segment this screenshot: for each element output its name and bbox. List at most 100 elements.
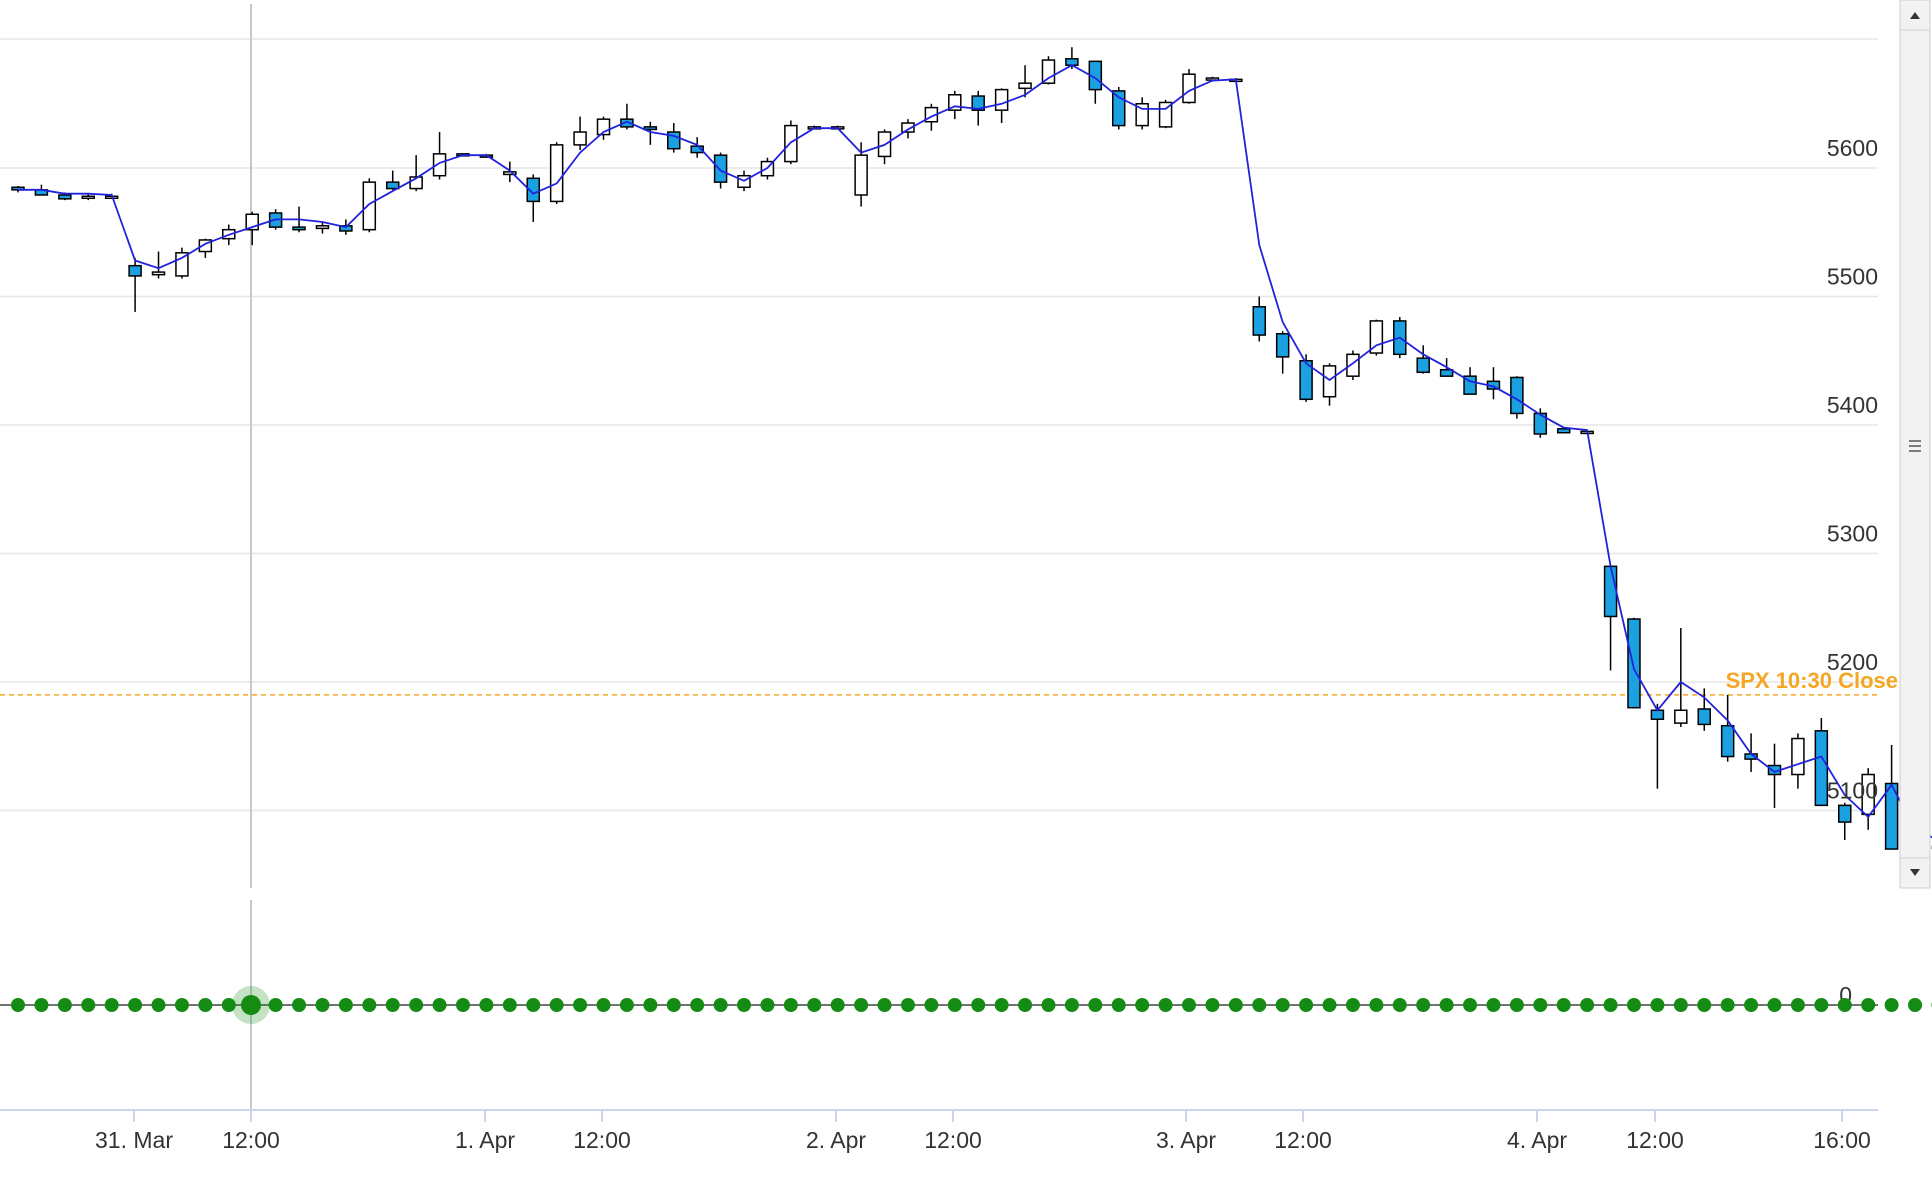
indicator-dot	[1837, 998, 1852, 1012]
indicator-dot	[1299, 998, 1314, 1012]
scroll-down-arrow-icon	[1910, 869, 1920, 876]
indicator-dot	[1556, 998, 1571, 1012]
candle-body	[1627, 618, 1641, 709]
candle	[1158, 99, 1173, 129]
candle	[620, 103, 634, 130]
indicator-dot	[947, 998, 962, 1012]
candle	[1627, 617, 1641, 709]
indicator-dot	[573, 998, 588, 1012]
indicator-dot	[362, 998, 377, 1012]
candle	[1838, 802, 1852, 841]
indicator-dot	[198, 998, 213, 1012]
candle	[362, 178, 377, 233]
indicator-dot	[760, 998, 775, 1012]
indicator-dot	[1814, 998, 1829, 1012]
indicator-dot	[11, 998, 25, 1012]
indicator-dot	[1369, 998, 1384, 1012]
candle-body	[1533, 412, 1548, 435]
candle	[1814, 717, 1829, 807]
candle	[1861, 768, 1875, 830]
candle	[1884, 744, 1899, 850]
indicator-dot	[479, 998, 494, 1012]
candle	[573, 116, 587, 151]
indicator-panel: 0	[0, 982, 1932, 1024]
candle	[151, 251, 166, 279]
candle	[1791, 733, 1805, 789]
x-tick-label: 31. Mar	[95, 1127, 173, 1153]
indicator-dot	[1884, 998, 1899, 1012]
indicator-dot	[1908, 998, 1923, 1012]
indicator-dot	[1345, 998, 1360, 1012]
candle	[81, 193, 96, 201]
x-axis: 31. Mar 12:00 1. Apr 12:00 2. Apr 12:00 3. Apr…	[95, 1110, 1871, 1153]
indicator-dot	[1603, 998, 1618, 1012]
candle-body	[339, 225, 353, 232]
candle	[1674, 628, 1688, 727]
candle-body	[315, 225, 330, 230]
indicator-dot	[971, 998, 986, 1012]
indicator-dot	[1463, 998, 1478, 1012]
candle-body	[58, 194, 72, 200]
scroll-up-button[interactable]	[1899, 0, 1931, 31]
candle-body	[573, 131, 587, 146]
indicator-dot	[783, 998, 798, 1012]
candle-body	[549, 144, 564, 203]
indicator-dot	[1158, 998, 1173, 1012]
y-tick-label: 5200	[1827, 649, 1878, 675]
indicator-dot	[34, 998, 49, 1012]
x-tick-label: 12:00	[222, 1127, 280, 1153]
candle	[1416, 345, 1430, 374]
indicator-dot	[1697, 998, 1712, 1012]
candle	[1533, 408, 1548, 438]
candle	[1486, 367, 1501, 400]
x-tick-label: 4. Apr	[1507, 1127, 1567, 1153]
x-tick-label: 1. Apr	[455, 1127, 515, 1153]
candle-body	[432, 153, 447, 177]
moving-average-path	[18, 64, 1932, 839]
indicator-dot	[1650, 998, 1665, 1012]
indicator-dot	[1135, 998, 1150, 1012]
indicator-dot	[1861, 998, 1876, 1012]
candle-body	[292, 226, 306, 231]
indicator-dot	[1744, 998, 1759, 1012]
spx-close-label: SPX 10:30 Close	[1726, 668, 1898, 693]
candle-body	[151, 271, 166, 276]
x-tick-label: 12:00	[924, 1127, 982, 1153]
candle-body	[1346, 353, 1360, 377]
candle	[385, 170, 400, 190]
candle	[1135, 97, 1149, 130]
candle-body	[1697, 708, 1711, 726]
candle	[549, 142, 564, 204]
indicator-dot	[549, 998, 564, 1012]
candle	[1018, 65, 1032, 98]
indicator-dot	[1088, 998, 1103, 1012]
candle	[1439, 358, 1454, 377]
candle-body	[1463, 375, 1477, 395]
candle-body	[198, 239, 213, 253]
candle-body	[1322, 365, 1337, 398]
candle	[948, 90, 962, 120]
candle-body	[1275, 333, 1290, 358]
candle-body	[1556, 428, 1571, 434]
indicator-dot	[596, 998, 611, 1012]
indicator-dot	[1626, 998, 1641, 1012]
indicator-dot	[713, 998, 728, 1012]
indicator-dot	[1064, 998, 1079, 1012]
candle-body	[971, 95, 985, 111]
y-tick-label: 5100	[1827, 778, 1878, 804]
scrollbar-thumb[interactable]	[1899, 29, 1931, 859]
x-tick-label: 2. Apr	[806, 1127, 866, 1153]
indicator-dot	[315, 998, 330, 1012]
indicator-dot	[877, 998, 892, 1012]
candle-body	[409, 176, 423, 190]
indicator-dot	[1182, 998, 1196, 1012]
candle	[409, 155, 423, 192]
vertical-scrollbar[interactable]	[1899, 0, 1931, 889]
candle	[1182, 69, 1196, 104]
indicator-dot	[1322, 998, 1337, 1012]
indicator-dot	[268, 998, 283, 1012]
indicator-dot	[1416, 998, 1431, 1012]
y-tick-label: 5300	[1827, 521, 1878, 547]
indicator-dot-highlight	[241, 995, 261, 1015]
